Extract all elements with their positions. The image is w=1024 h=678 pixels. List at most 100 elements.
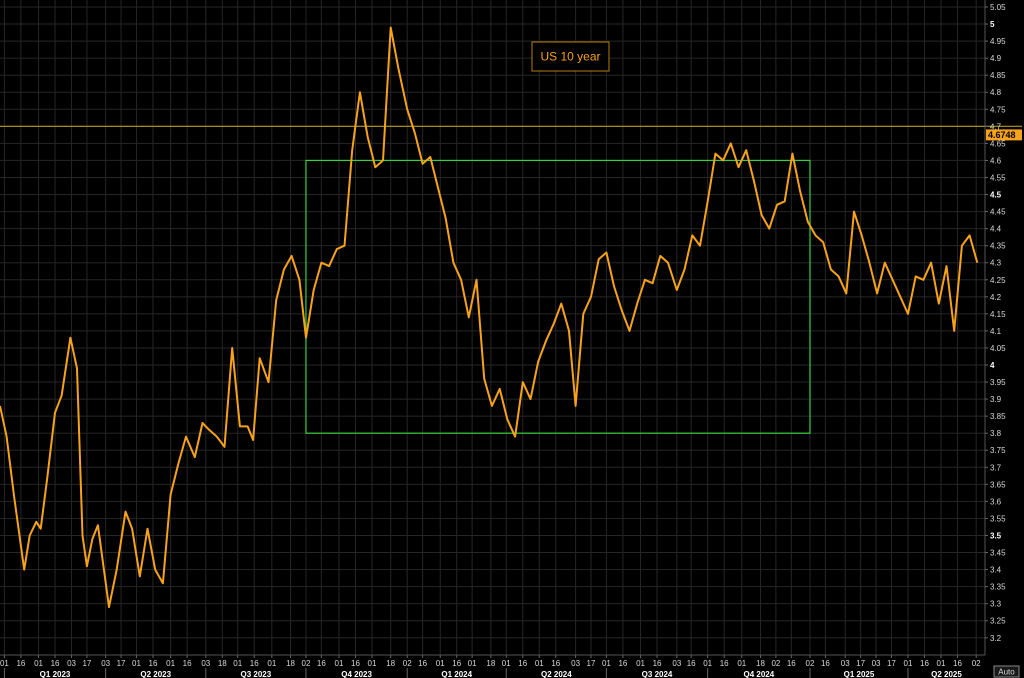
x-tick-label: 16 [452, 659, 461, 668]
y-tick-label: 4.95 [990, 37, 1006, 46]
quarter-label: Q4 2024 [743, 670, 774, 678]
x-tick-label: 16 [821, 659, 830, 668]
y-tick-label: 3.95 [990, 378, 1006, 387]
x-tick-label: 16 [618, 659, 627, 668]
x-tick-label: 17 [856, 659, 865, 668]
chart-title: US 10 year [540, 50, 600, 64]
x-axis: 01 16 01 16 03 17 03 17 01 16 01 16 03 18 01 16 01 18 02 16… [0, 655, 981, 678]
x-tick-label: 03 [101, 659, 110, 668]
x-tick-label: 01 [502, 659, 511, 668]
x-tick-label: 16 [16, 659, 25, 668]
y-tick-label: 5.05 [990, 3, 1006, 12]
x-tick-label: 03 [201, 659, 210, 668]
x-tick-label: 16 [518, 659, 527, 668]
x-tick-label: 02 [302, 659, 311, 668]
y-tick-label: 3.65 [990, 480, 1006, 489]
y-tick-label: 3.5 [990, 531, 1002, 540]
x-tick-label: 16 [920, 659, 929, 668]
y-axis: 5.05 5 4.95 4.9 4.85 4.8 4.75 4.7 4.65 4.6 4.55 4.5… [985, 3, 1006, 643]
x-tick-label: 01 [34, 659, 43, 668]
y-tick-label: 3.4 [990, 566, 1002, 575]
x-tick-label: 16 [351, 659, 360, 668]
x-tick-label: 03 [571, 659, 580, 668]
last-price-tag-bg [986, 129, 1022, 141]
y-tick-label: 3.9 [990, 395, 1002, 404]
auto-scale-button[interactable]: Auto [993, 665, 1020, 678]
auto-scale-label[interactable]: Auto [998, 668, 1015, 677]
x-tick-label: 17 [587, 659, 596, 668]
x-tick-label: 16 [250, 659, 259, 668]
x-tick-label: 03 [872, 659, 881, 668]
x-tick-label: 17 [117, 659, 126, 668]
x-tick-label: 02 [403, 659, 412, 668]
x-tick-label: 01 [937, 659, 946, 668]
x-tick-label: 01 [703, 659, 712, 668]
auto-scale-button-frame[interactable] [993, 665, 1020, 678]
x-tick-label: 02 [806, 659, 815, 668]
x-tick-label: 01 [436, 659, 445, 668]
y-tick-label: 3.55 [990, 514, 1006, 523]
y-tick-label: 3.8 [990, 429, 1002, 438]
x-tick-label: 18 [218, 659, 227, 668]
y-tick-label: 4.35 [990, 242, 1006, 251]
quarter-label: Q2 2025 [931, 670, 962, 678]
x-tick-label: 03 [841, 659, 850, 668]
x-tick-label: 16 [51, 659, 60, 668]
y-tick-label: 5 [990, 20, 995, 29]
x-tick-label: 01 [636, 659, 645, 668]
x-tick-label: 02 [771, 659, 780, 668]
y-tick-label: 4.8 [990, 88, 1002, 97]
quarter-label: Q3 2023 [241, 670, 272, 678]
x-tick-label: 18 [386, 659, 395, 668]
y-tick-label: 4 [990, 361, 995, 370]
last-price-tag: 4.6748 [986, 129, 1022, 141]
y-tick-label: 3.85 [990, 412, 1006, 421]
y-tick-label: 4.55 [990, 173, 1006, 182]
x-tick-label: 18 [756, 659, 765, 668]
x-tick-label: 01 [535, 659, 544, 668]
quarter-label: Q1 2025 [844, 670, 875, 678]
title-box: US 10 year [531, 41, 610, 72]
x-tick-label: 16 [953, 659, 962, 668]
x-tick-label: 16 [149, 659, 158, 668]
x-tick-label: 03 [67, 659, 76, 668]
x-tick-label: 01 [904, 659, 913, 668]
grid [0, 0, 985, 655]
y-tick-label: 4.15 [990, 310, 1006, 319]
y-tick-label: 3.45 [990, 549, 1006, 558]
y-tick-label: 4.5 [990, 191, 1002, 200]
x-tick-label: 01 [166, 659, 175, 668]
y-tick-label: 4.85 [990, 71, 1006, 80]
y-tick-label: 3.3 [990, 600, 1002, 609]
title-box-frame [531, 41, 610, 72]
y-tick-label: 4.1 [990, 327, 1002, 336]
x-tick-label: 03 [672, 659, 681, 668]
x-tick-label: 16 [418, 659, 427, 668]
x-tick-label: 01 [233, 659, 242, 668]
quarter-label: Q2 2023 [140, 670, 171, 678]
x-tick-label: 16 [317, 659, 326, 668]
x-tick-label: 01 [267, 659, 276, 668]
x-tick-label: 01 [368, 659, 377, 668]
quarter-label: Q1 2024 [441, 670, 472, 678]
x-tick-label: 01 [132, 659, 141, 668]
y-tick-label: 4.05 [990, 344, 1006, 353]
x-tick-label: 16 [787, 659, 796, 668]
x-tick-label: 17 [82, 659, 91, 668]
y-tick-label: 4.25 [990, 276, 1006, 285]
y-tick-label: 4.65 [990, 139, 1006, 148]
x-tick-label: 16 [183, 659, 192, 668]
annotations [0, 125, 1022, 434]
y-tick-label: 3.7 [990, 463, 1002, 472]
y-tick-label: 4.3 [990, 259, 1002, 268]
x-tick-label: 16 [551, 659, 560, 668]
x-tick-label: 18 [286, 659, 295, 668]
series-line [0, 26, 979, 609]
x-tick-label: 16 [653, 659, 662, 668]
y-tick-label: 4.4 [990, 225, 1002, 234]
x-tick-label: 16 [720, 659, 729, 668]
quarter-label: Q4 2023 [341, 670, 372, 678]
x-tick-label: 02 [972, 659, 981, 668]
